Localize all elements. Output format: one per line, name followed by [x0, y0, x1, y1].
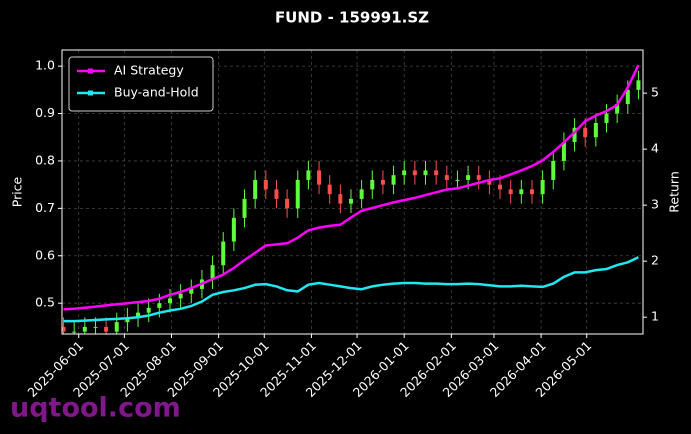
- candle-body: [263, 179, 268, 190]
- candle-body: [231, 217, 236, 242]
- candle-body: [327, 184, 332, 195]
- y-tick-label: 0.6: [35, 247, 55, 262]
- candle-body: [146, 307, 151, 313]
- candle-body: [274, 189, 279, 199]
- candle-body: [529, 189, 534, 195]
- candle-body: [540, 179, 545, 195]
- y-tick-label: 1.0: [35, 58, 55, 73]
- candle-body: [583, 127, 588, 138]
- legend-label: AI Strategy: [114, 63, 184, 78]
- candle-body: [295, 179, 300, 209]
- candle-body: [625, 89, 630, 105]
- candle-body: [498, 184, 503, 190]
- candle-body: [391, 175, 396, 185]
- candle-body: [380, 179, 385, 185]
- legend-label: Buy-and-Hold: [114, 85, 199, 100]
- series-line: [63, 64, 640, 311]
- y2-tick-label: 4: [651, 141, 659, 156]
- y-tick-label: 0.9: [35, 105, 55, 120]
- y2-tick-label: 2: [651, 253, 659, 268]
- y2-tick-label: 1: [651, 309, 659, 324]
- candle-body: [62, 326, 66, 332]
- candle-body: [444, 175, 449, 180]
- candle-body: [189, 288, 194, 294]
- candle-body: [93, 326, 98, 328]
- candle-body: [572, 127, 577, 142]
- candle-body: [466, 175, 471, 180]
- plot-area: [62, 64, 641, 334]
- candle-body: [615, 104, 620, 114]
- y-tick-label: 0.8: [35, 152, 55, 167]
- candle-body: [604, 113, 609, 124]
- candle-body: [636, 80, 641, 90]
- legend-marker: [88, 90, 93, 96]
- candle-body: [125, 317, 130, 323]
- candle-body: [593, 123, 598, 138]
- y-tick-label: 0.7: [35, 200, 55, 215]
- chart-title: FUND - 159991.SZ: [275, 9, 429, 27]
- candle-body: [508, 189, 513, 195]
- candle-body: [221, 241, 226, 266]
- watermark: uqtool.com: [10, 393, 181, 424]
- y2-tick-label: 3: [651, 197, 659, 212]
- candle-body: [157, 303, 162, 308]
- candle-body: [306, 170, 311, 180]
- candle-body: [551, 160, 556, 180]
- candle-body: [167, 298, 172, 304]
- candle-body: [178, 293, 183, 299]
- candle-body: [253, 179, 258, 199]
- y-axis-label: Price: [10, 176, 25, 207]
- candle-body: [114, 322, 119, 332]
- candle-body: [104, 326, 109, 332]
- candle-body: [285, 198, 290, 209]
- candle-body: [423, 170, 428, 176]
- series-line: [63, 256, 639, 323]
- candle-body: [338, 194, 343, 204]
- candle-body: [359, 189, 364, 199]
- candle-body: [348, 198, 353, 204]
- candle-body: [561, 141, 566, 161]
- candle-body: [242, 198, 247, 218]
- candle-body: [519, 189, 524, 195]
- candle-body: [487, 179, 492, 185]
- candle-body: [210, 265, 215, 280]
- candle-body: [412, 170, 417, 176]
- candle-body: [317, 170, 322, 185]
- legend-marker: [88, 68, 93, 74]
- candle-body: [476, 175, 481, 180]
- candle-body: [434, 170, 439, 176]
- candle-body: [455, 179, 460, 181]
- y2-tick-label: 5: [651, 85, 659, 100]
- candle-body: [72, 331, 77, 333]
- candle-body: [402, 170, 407, 176]
- y2-axis-label: Return: [667, 171, 682, 212]
- candle-body: [370, 179, 375, 190]
- candle-body: [136, 312, 141, 318]
- y-tick-label: 0.5: [35, 295, 55, 310]
- candle-body: [82, 326, 87, 332]
- plot-frame: [61, 49, 644, 335]
